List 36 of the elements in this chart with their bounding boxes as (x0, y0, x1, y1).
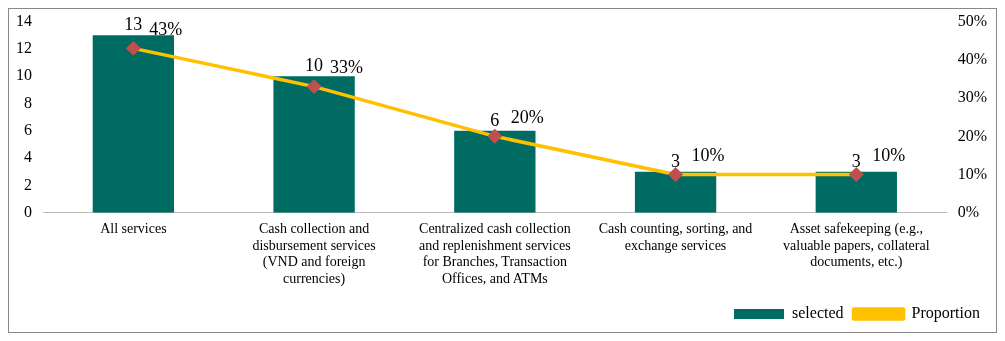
y-tick-label: 10 (16, 66, 32, 84)
y2-tick-label: 0% (957, 203, 979, 220)
y-tick-label: 0 (24, 203, 32, 220)
data-label: 43% (149, 19, 183, 40)
y2-tick-label: 40% (957, 50, 987, 68)
x-tick-label: All services (100, 220, 167, 236)
y-tick-label: 2 (24, 175, 32, 193)
legend-label: selected (792, 304, 844, 322)
y2-tick-label: 10% (957, 164, 987, 182)
y2-tick-label: 20% (957, 126, 987, 144)
x-tick-label: Cash collection and disbursement services (VND and foreign currencies) (252, 220, 376, 288)
bar (815, 171, 897, 213)
bar (634, 171, 717, 213)
data-label: 3 (671, 150, 681, 171)
legend-label: Proportion (911, 304, 981, 323)
bar (273, 76, 355, 213)
y-tick-label: 4 (24, 148, 32, 166)
y-tick-label: 14 (16, 11, 32, 29)
data-label: 10% (691, 145, 725, 166)
data-label: 3 (851, 150, 861, 171)
y-tick-label: 8 (24, 93, 32, 111)
data-label: 10% (872, 145, 906, 166)
y2-tick-label: 30% (957, 88, 987, 106)
bar (454, 130, 536, 213)
x-tick-label: Asset safekeeping (e.g., valuable papers, collateral documents, etc.) (783, 220, 930, 271)
data-label: 20% (510, 107, 544, 128)
data-label: 10 (305, 54, 324, 75)
y-tick-label: 12 (16, 39, 32, 57)
data-label: 33% (330, 57, 364, 78)
y-tick-label: 6 (24, 121, 32, 139)
data-label: 6 (490, 109, 500, 130)
y2-tick-label: 50% (957, 11, 987, 29)
data-label: 13 (124, 13, 143, 34)
x-tick-label: Cash counting, sorting, and exchange services (598, 220, 753, 253)
bar (92, 35, 175, 213)
x-tick-label: Centralized cash collection and replenishment services for Branches, Transaction Offices, and ATMs (419, 220, 571, 287)
